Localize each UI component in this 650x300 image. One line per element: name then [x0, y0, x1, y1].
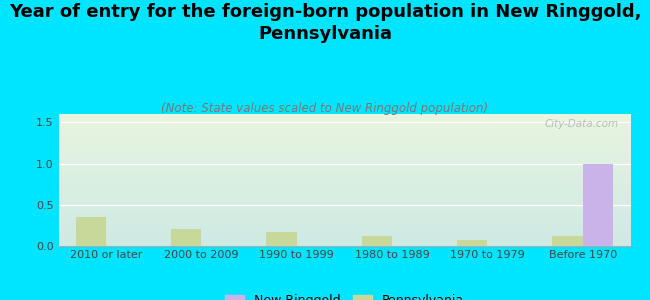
Bar [266, 232, 297, 246]
Text: Year of entry for the foreign-born population in New Ringgold,
Pennsylvania: Year of entry for the foreign-born popul… [8, 3, 642, 43]
Bar [361, 236, 392, 246]
Text: City-Data.com: City-Data.com [545, 119, 619, 129]
Bar [552, 236, 583, 246]
Bar [457, 240, 488, 246]
Bar [583, 164, 614, 246]
Bar [171, 229, 202, 246]
Legend: New Ringgold, Pennsylvania: New Ringgold, Pennsylvania [220, 289, 469, 300]
Bar [75, 217, 106, 246]
Text: (Note: State values scaled to New Ringgold population): (Note: State values scaled to New Ringgo… [161, 102, 489, 115]
